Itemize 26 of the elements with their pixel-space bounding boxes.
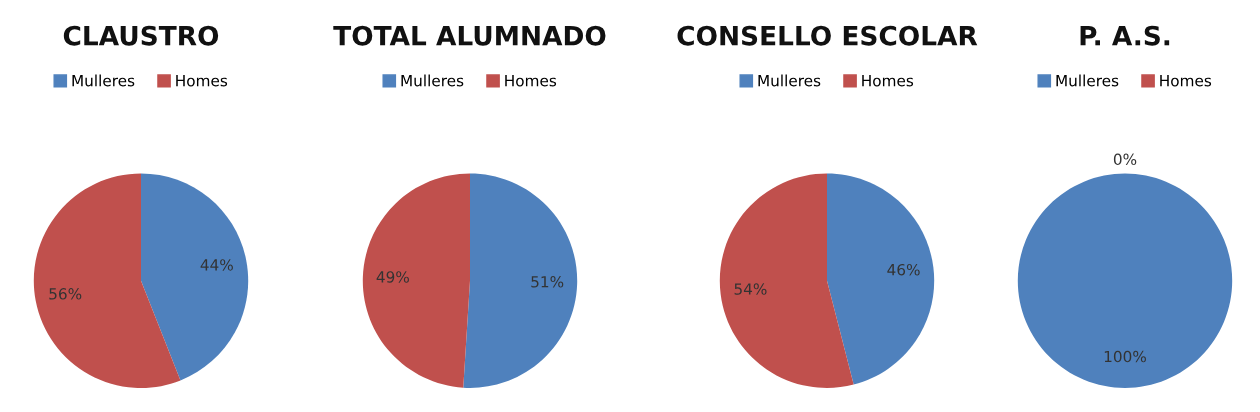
pie-slice (362, 173, 470, 388)
legend-label: Homes (176, 75, 228, 87)
text: 0% (1113, 153, 1137, 166)
legend-label: Homes (505, 75, 557, 87)
data-label: 54% (734, 283, 767, 295)
chart-title: CLAUSTRO (63, 25, 219, 46)
chart-title: P. A.S. (1080, 25, 1170, 46)
chart-title: CONSELLO ESCOLAR (677, 25, 978, 46)
data-label: 44% (200, 259, 233, 271)
pie-slice (33, 173, 181, 388)
pie-slice (719, 173, 854, 388)
data-label: 51% (531, 276, 564, 288)
legend-label: Homes (1160, 75, 1212, 87)
legend-label: Mulleres (1056, 74, 1119, 87)
legend-label: Mulleres (758, 74, 821, 87)
pie-slice (463, 173, 578, 388)
pie-slice (827, 173, 935, 385)
data-label: 46% (887, 263, 920, 276)
pie-slice (141, 173, 249, 381)
legend-label: Mulleres (401, 74, 464, 87)
legend-label: Homes (862, 75, 914, 87)
data-label: 56% (49, 288, 82, 300)
legend-label: Mulleres (72, 74, 135, 87)
data-label: 49% (376, 271, 409, 283)
data-label: 100% (1104, 350, 1146, 363)
chart-title: TOTAL ALUMNADO (333, 25, 606, 46)
